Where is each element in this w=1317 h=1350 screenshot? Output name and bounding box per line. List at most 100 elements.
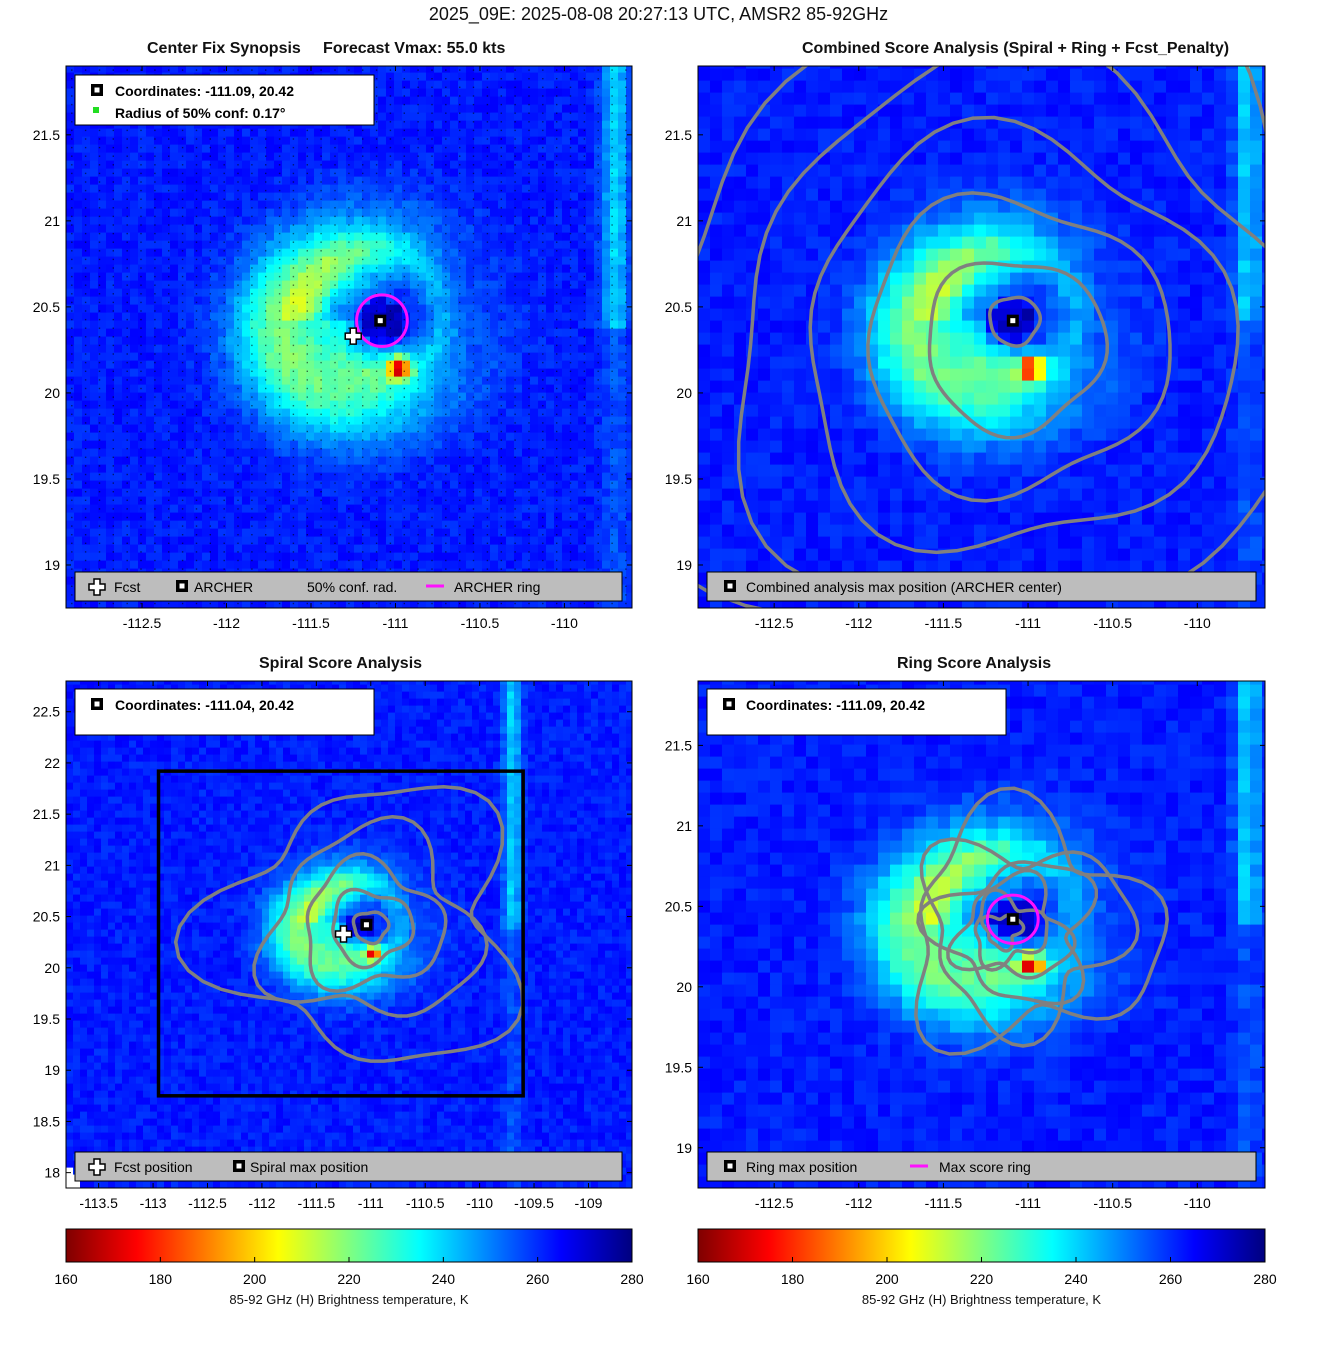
p1-pixel <box>122 240 131 249</box>
p1-pixel <box>546 248 555 257</box>
p1-pixel <box>498 112 507 121</box>
p1-pixel <box>362 200 371 209</box>
p1-pixel <box>162 544 171 553</box>
p1-pixel <box>410 296 419 305</box>
p1-pixel <box>202 168 211 177</box>
p1-pixel <box>194 256 203 265</box>
p1-pixel <box>82 392 91 401</box>
p1-pixel <box>618 96 627 105</box>
p1-pixel <box>514 488 523 497</box>
p1-pixel <box>98 512 107 521</box>
p1-pixel <box>610 104 619 113</box>
p1-pixel <box>570 440 579 449</box>
p1-pixel <box>82 368 91 377</box>
p1-pixel <box>106 232 115 241</box>
p1-pixel <box>362 560 371 569</box>
p1-pixel <box>98 528 107 537</box>
p1-pixel <box>258 528 267 537</box>
p1-pixel <box>578 408 587 417</box>
p1-pixel <box>570 328 579 337</box>
p1-pixel <box>546 376 555 385</box>
p1-pixel <box>626 472 632 481</box>
p1-pixel <box>474 344 483 353</box>
p1-pixel <box>474 136 483 145</box>
p1-pixel <box>130 66 139 73</box>
p1-pixel <box>218 224 227 233</box>
p1-pixel <box>138 312 147 321</box>
p1-pixel <box>258 544 267 553</box>
p1-pixel <box>170 344 179 353</box>
p1-pixel <box>194 328 203 337</box>
p1-pixel <box>570 552 579 561</box>
p1-pixel <box>554 392 563 401</box>
p1-pixel <box>506 552 515 561</box>
panel3-title: Spiral Score Analysis <box>259 655 423 672</box>
p1-pixel <box>546 184 555 193</box>
p1-pixel <box>490 112 499 121</box>
p1-pixel <box>298 136 307 145</box>
p1-pixel <box>578 552 587 561</box>
p1-pixel <box>378 520 387 529</box>
p1-pixel <box>338 384 347 393</box>
p1-pixel <box>618 288 627 297</box>
p1-pixel <box>170 560 179 569</box>
p1-pixel <box>602 144 611 153</box>
p1-pixel <box>458 144 467 153</box>
p1-pixel <box>594 448 603 457</box>
p1-pixel <box>218 336 227 345</box>
p1-pixel <box>170 392 179 401</box>
p1-pixel <box>370 264 379 273</box>
p1-pixel <box>610 552 619 561</box>
p1-pixel <box>410 160 419 169</box>
p1-pixel <box>306 432 315 441</box>
p1-pixel <box>138 296 147 305</box>
p1-pixel <box>450 336 459 345</box>
p1-pixel <box>186 360 195 369</box>
p1-pixel <box>330 256 339 265</box>
p1-pixel <box>570 480 579 489</box>
p1-pixel <box>586 120 595 129</box>
p1-pixel <box>346 520 355 529</box>
p1-pixel <box>530 320 539 329</box>
p1-pixel <box>594 168 603 177</box>
p1-pixel <box>226 344 235 353</box>
p1-pixel <box>354 432 363 441</box>
p1-pixel <box>602 512 611 521</box>
p1-pixel <box>490 600 499 608</box>
p1-pixel <box>602 304 611 313</box>
p1-pixel <box>402 280 411 289</box>
p1-pixel <box>594 256 603 265</box>
p1-pixel <box>290 216 299 225</box>
p1-pixel <box>610 536 619 545</box>
p1-pixel <box>578 320 587 329</box>
p1-pixel <box>594 96 603 105</box>
p1-pixel <box>554 104 563 113</box>
p1-pixel <box>202 496 211 505</box>
p1-pixel <box>122 256 131 265</box>
p1-pixel <box>122 528 131 537</box>
p1-pixel <box>354 264 363 273</box>
p1-pixel <box>66 512 75 521</box>
p1-pixel <box>378 504 387 513</box>
p1-pixel <box>466 560 475 569</box>
p1-pixel <box>490 440 499 449</box>
p1-pixel <box>570 272 579 281</box>
p1-pixel <box>394 104 403 113</box>
p1-pixel <box>122 560 131 569</box>
p1-pixel <box>506 352 515 361</box>
p1-pixel <box>482 488 491 497</box>
p1-pixel <box>538 256 547 265</box>
p1-pixel <box>386 512 395 521</box>
p1-pixel <box>290 320 299 329</box>
p1-pixel <box>266 232 275 241</box>
p1-pixel <box>194 368 203 377</box>
p1-pixel <box>74 360 83 369</box>
p1-pixel <box>554 368 563 377</box>
p1-pixel <box>466 256 475 265</box>
p1-pixel <box>146 504 155 513</box>
p1-pixel <box>546 416 555 425</box>
p1-pixel <box>330 392 339 401</box>
p1-pixel <box>90 528 99 537</box>
p1-pixel <box>578 352 587 361</box>
p1-pixel <box>130 400 139 409</box>
